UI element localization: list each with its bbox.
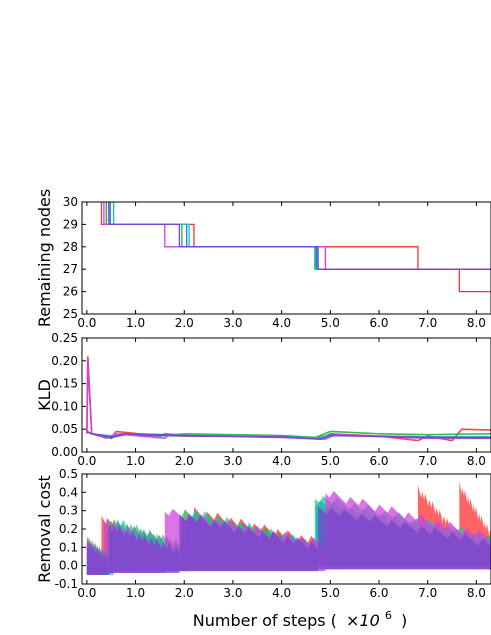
x-tick-label: 5.0 [321, 454, 340, 468]
panel-2: 0.0 1.0 2.0 3.0 4.0 5.0 6.0 7.0 8.0 0.00 0.05 0.10 0… [35, 331, 491, 468]
band-segment [318, 506, 491, 570]
line-series-5 [86, 360, 491, 441]
y-tick-label: 26 [63, 285, 78, 299]
x-tick-label: 4.0 [272, 454, 291, 468]
band-segment [179, 513, 319, 572]
panel-3: 0.0 1.0 2.0 3.0 4.0 5.0 6.0 7.0 8.0-0.10.00.10.2… [35, 467, 491, 600]
x-tick-label: 5.0 [321, 586, 340, 600]
x-tick-label: 8.0 [467, 586, 486, 600]
y-tick-label: 0.1 [59, 540, 78, 554]
x-tick-label: 0.0 [77, 454, 96, 468]
x-tick-label: 4.0 [272, 316, 291, 330]
plot-area [100, 202, 491, 293]
step-series-4 [112, 202, 491, 270]
x-tick-label: 4.0 [272, 586, 291, 600]
x-tick-label: 3.0 [223, 454, 242, 468]
line-series-6 [86, 430, 491, 441]
panel-1: 0.0 1.0 2.0 3.0 4.0 5.0 6.0 7.0 8.0 25 26 27 28 29 30 R… [35, 189, 491, 330]
y-tick-label: 27 [63, 262, 78, 276]
y-tick-label: 0.15 [51, 377, 78, 391]
x-tick-label: 8.0 [467, 454, 486, 468]
x-tick-label: 1.0 [126, 454, 145, 468]
y-tick-label: 0.5 [59, 467, 78, 481]
x-tick-label: 5.0 [321, 316, 340, 330]
x-tick-label: 6.0 [369, 586, 388, 600]
plot-area [86, 356, 491, 442]
y-tick-label: 0.05 [51, 422, 78, 436]
x-axis-label-main: Number of steps ( [193, 611, 337, 630]
x-tick-label: 6.0 [369, 454, 388, 468]
y-tick-label: 0.20 [51, 354, 78, 368]
line-series-2 [86, 430, 491, 440]
panel-frame [81, 337, 491, 453]
x-tick-label: 7.0 [418, 316, 437, 330]
x-tick-label: 8.0 [467, 316, 486, 330]
y-tick-label: 30 [63, 195, 78, 209]
band-series-6 [86, 506, 491, 575]
line-series-1 [86, 356, 491, 442]
y-tick-label: 0.10 [51, 399, 78, 413]
y-axis-label: Remaining nodes [35, 189, 54, 327]
x-tick-label: 3.0 [223, 586, 242, 600]
x-axis-label-close: ) [401, 611, 407, 630]
y-axis-label: Removal cost [35, 475, 54, 583]
x-tick-label: 7.0 [418, 454, 437, 468]
band-segment [86, 541, 109, 575]
x-tick-label: 6.0 [369, 316, 388, 330]
step-series-2 [105, 202, 491, 270]
step-series-3 [109, 202, 491, 270]
x-tick-label: 3.0 [223, 316, 242, 330]
band-segment [108, 524, 180, 573]
step-series-6 [108, 202, 491, 270]
panels: 0.0 1.0 2.0 3.0 4.0 5.0 6.0 7.0 8.0 25 26 27 28 29 30 R… [35, 189, 491, 600]
y-tick-label: 0.00 [51, 445, 78, 459]
y-tick-label: -0.1 [55, 577, 78, 591]
y-tick-label: 28 [63, 240, 78, 254]
x-axis-label-factor: ×10 [346, 611, 380, 630]
y-tick-label: 0.25 [51, 331, 78, 345]
y-tick-label: 25 [63, 307, 78, 321]
x-tick-label: 0.0 [77, 586, 96, 600]
y-tick-label: 0.2 [59, 522, 78, 536]
x-tick-label: 7.0 [418, 586, 437, 600]
panel-frame [81, 201, 491, 315]
x-axis-label-exponent: 6 [385, 609, 392, 622]
x-tick-label: 0.0 [77, 316, 96, 330]
x-axis-label: Number of steps ( ×10 6 ) [193, 604, 407, 630]
plot-area [86, 481, 491, 575]
x-tick-label: 2.0 [175, 454, 194, 468]
y-tick-label: 0.0 [59, 559, 78, 573]
x-tick-label: 1.0 [126, 316, 145, 330]
x-tick-label: 2.0 [175, 316, 194, 330]
y-tick-label: 0.3 [59, 504, 78, 518]
x-tick-label: 1.0 [126, 586, 145, 600]
step-series-5 [103, 202, 491, 270]
y-axis-label: KLD [35, 379, 54, 411]
x-tick-label: 2.0 [175, 586, 194, 600]
y-tick-label: 0.4 [59, 485, 78, 499]
y-tick-label: 29 [63, 217, 78, 231]
